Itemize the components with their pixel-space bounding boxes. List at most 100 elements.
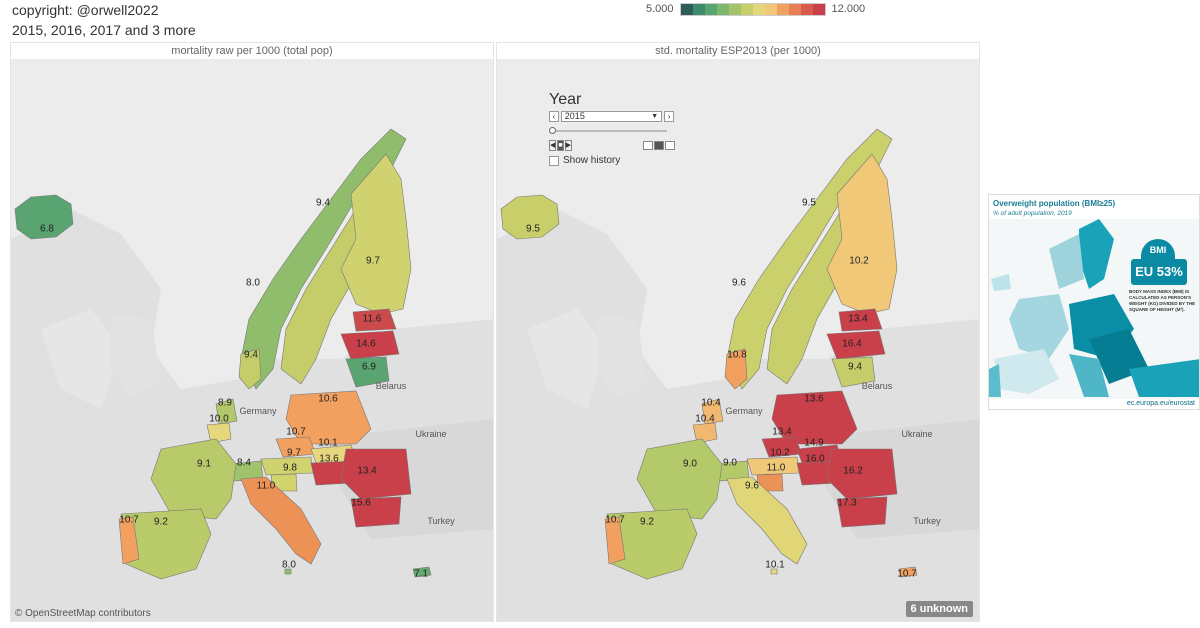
country-estonia[interactable]	[352, 308, 397, 332]
value-label-latvia: 16.4	[842, 339, 862, 350]
chevron-right-icon[interactable]: ›	[664, 111, 675, 122]
value-label-slovenia: 11.0	[767, 463, 786, 474]
country-denmark[interactable]	[238, 348, 262, 390]
value-label-slovakia: 10.1	[318, 438, 338, 449]
country-iceland[interactable]	[500, 194, 560, 240]
country-lithuania[interactable]	[345, 356, 390, 388]
speed-slow-icon[interactable]	[643, 141, 654, 150]
country-norway[interactable]	[726, 128, 893, 390]
value-label-estonia: 11.6	[363, 314, 382, 325]
playback-speed[interactable]	[643, 141, 676, 150]
country-bulgaria[interactable]	[350, 496, 402, 528]
value-label-malta: 10.1	[765, 560, 785, 571]
legend-swatch	[752, 3, 765, 15]
country-netherlands[interactable]	[215, 398, 238, 425]
country-belgium[interactable]	[206, 422, 232, 444]
value-label-bulgaria: 15.6	[351, 498, 371, 509]
country-cyprus[interactable]	[898, 566, 918, 578]
chevron-left-icon[interactable]: ‹	[549, 111, 559, 122]
copyright-text: copyright: @orwell2022	[12, 2, 159, 18]
country-malta[interactable]	[770, 568, 778, 575]
map-std-mortality[interactable]: 9.5 9.6 9.5 10.2 13.4 16.4 9.4 10.8 10.4 10.4 13.6…	[497, 59, 980, 622]
country-finland[interactable]	[340, 153, 412, 315]
value-label-czechia: 13.4	[772, 427, 792, 438]
country-denmark[interactable]	[724, 348, 748, 390]
value-label-denmark: 9.4	[244, 350, 258, 361]
country-portugal[interactable]	[604, 516, 626, 565]
inset-note: BODY MASS INDEX (BMI) IS CALCULATED AS P…	[1129, 289, 1196, 312]
show-history-checkbox[interactable]	[549, 155, 559, 166]
country-italy[interactable]	[240, 476, 322, 565]
value-label-romania: 13.4	[357, 466, 377, 477]
speed-fast-icon[interactable]	[665, 141, 676, 150]
country-poland[interactable]	[285, 390, 372, 445]
legend-swatch	[680, 3, 693, 15]
country-norway[interactable]	[240, 128, 407, 390]
map-raw-mortality[interactable]: 6.8 8.0 9.4 9.7 11.6 14.6 6.9 9.4 8.9 10.0 10.6 10.…	[11, 59, 494, 622]
legend-swatch	[692, 3, 705, 15]
inset-title: Overweight population (BMI≥25)	[993, 199, 1116, 208]
value-label-norway: 8.0	[246, 278, 260, 289]
value-label-austria: 9.7	[287, 448, 301, 459]
unknown-count-badge[interactable]: 6 unknown	[905, 601, 973, 617]
country-netherlands[interactable]	[701, 398, 724, 425]
year-slider[interactable]	[549, 126, 667, 136]
value-label-iceland: 6.8	[40, 224, 54, 235]
value-label-denmark: 10.8	[727, 350, 747, 361]
place-label-turkey: Turkey	[427, 516, 455, 526]
eurostat-bmi-inset: Overweight population (BMI≥25) % of adul…	[988, 194, 1200, 410]
step-forward-icon[interactable]: ▶	[564, 140, 573, 151]
panel-title-raw: mortality raw per 1000 (total pop)	[11, 43, 493, 59]
bmi-badge: BMI	[1141, 239, 1175, 259]
legend-swatch	[716, 3, 729, 15]
value-label-norway: 9.6	[732, 278, 746, 289]
legend-swatch	[788, 3, 801, 15]
value-label-sweden: 9.4	[316, 198, 330, 209]
legend-swatch	[776, 3, 789, 15]
play-stop-icon[interactable]: ■	[557, 140, 564, 151]
country-france[interactable]	[150, 438, 237, 520]
country-italy[interactable]	[726, 476, 808, 565]
country-cyprus[interactable]	[412, 566, 432, 578]
map-panel-raw-mortality[interactable]: mortality raw per 1000 (total pop) 6.8 8.…	[10, 42, 494, 622]
country-finland[interactable]	[826, 153, 898, 315]
country-iceland[interactable]	[14, 194, 74, 240]
country-estonia[interactable]	[838, 308, 883, 332]
value-label-sweden: 9.5	[802, 198, 816, 209]
country-bulgaria[interactable]	[836, 496, 888, 528]
value-label-slovenia: 9.8	[283, 463, 297, 474]
legend-swatch	[740, 3, 753, 15]
country-france[interactable]	[636, 438, 723, 520]
country-romania[interactable]	[826, 448, 898, 500]
year-select[interactable]: 2015 ▼	[560, 111, 663, 122]
step-back-icon[interactable]: ◀	[549, 140, 557, 151]
country-romania[interactable]	[340, 448, 412, 500]
country-lithuania[interactable]	[831, 356, 876, 388]
value-label-cyprus: 7.1	[414, 569, 428, 580]
value-label-spain: 9.2	[640, 517, 654, 528]
speed-medium-icon[interactable]	[654, 141, 665, 150]
country-malta[interactable]	[284, 568, 292, 575]
value-label-finland: 9.7	[366, 256, 380, 267]
country-portugal[interactable]	[118, 516, 140, 565]
slider-handle[interactable]	[549, 127, 556, 134]
value-label-hungary: 16.0	[805, 454, 825, 465]
value-label-belgium: 10.4	[695, 414, 715, 425]
value-label-hungary: 13.6	[319, 454, 339, 465]
country-belgium[interactable]	[692, 422, 718, 444]
map-attribution[interactable]: © OpenStreetMap contributors	[15, 608, 151, 619]
country-latvia[interactable]	[340, 330, 400, 360]
legend-color-ramp	[679, 2, 826, 16]
country-poland[interactable]	[771, 390, 858, 445]
country-latvia[interactable]	[826, 330, 886, 360]
eurostat-credit: ec.europa.eu/eurostat	[1126, 400, 1195, 407]
map-panel-std-mortality[interactable]: std. mortality ESP2013 (per 1000) 9.5 9.6…	[496, 42, 980, 622]
year-filter-title: Year	[549, 91, 582, 108]
value-label-czechia: 10.7	[286, 427, 306, 438]
country-spain[interactable]	[606, 508, 698, 580]
country-spain[interactable]	[120, 508, 212, 580]
legend-swatch	[728, 3, 741, 15]
eu-average-badge: EU 53%	[1131, 259, 1187, 285]
value-label-italy: 9.6	[745, 481, 759, 492]
